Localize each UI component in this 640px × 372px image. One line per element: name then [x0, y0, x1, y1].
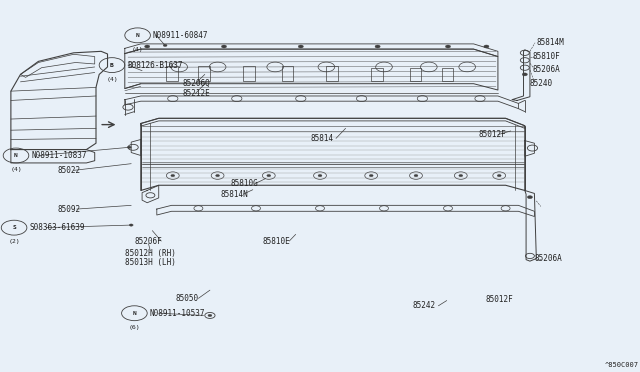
Text: 85810F: 85810F [532, 52, 560, 61]
Circle shape [375, 45, 380, 48]
Text: 85242: 85242 [413, 301, 436, 310]
Text: 85206Q: 85206Q [182, 79, 210, 88]
Text: 85013H (LH): 85013H (LH) [125, 258, 175, 267]
Text: (4): (4) [10, 167, 22, 172]
Text: N08911-10537: N08911-10537 [150, 309, 205, 318]
Circle shape [459, 174, 463, 177]
Text: 85810G: 85810G [230, 179, 258, 188]
Text: 85092: 85092 [58, 205, 81, 214]
Text: S08363-61639: S08363-61639 [29, 223, 85, 232]
Circle shape [171, 174, 175, 177]
Circle shape [221, 45, 227, 48]
Text: N: N [14, 153, 18, 158]
Bar [243, 66, 255, 81]
Text: 85814N: 85814N [221, 190, 248, 199]
Circle shape [298, 45, 303, 48]
Circle shape [208, 314, 212, 317]
Circle shape [163, 44, 167, 46]
Text: 85814: 85814 [310, 134, 333, 143]
Text: 85814M: 85814M [536, 38, 564, 47]
Text: 85050: 85050 [176, 294, 199, 303]
Circle shape [129, 224, 133, 226]
Bar [442, 68, 453, 81]
Circle shape [445, 45, 451, 48]
Bar [326, 66, 338, 81]
Text: N: N [136, 33, 140, 38]
Bar [198, 66, 210, 81]
Text: S: S [12, 225, 16, 230]
Circle shape [414, 174, 418, 177]
Text: (6): (6) [129, 325, 140, 330]
Circle shape [267, 174, 271, 177]
Bar [371, 68, 383, 81]
Text: 85212E: 85212E [182, 89, 210, 98]
Circle shape [484, 45, 489, 48]
Text: N: N [132, 311, 136, 316]
Text: 85240: 85240 [530, 79, 553, 88]
Text: (4): (4) [132, 47, 143, 52]
Text: (4): (4) [106, 77, 118, 82]
Circle shape [369, 174, 373, 177]
Bar [410, 68, 421, 81]
Text: B08126-B1637: B08126-B1637 [127, 61, 183, 70]
Text: 85206A: 85206A [534, 254, 562, 263]
Text: B: B [110, 62, 114, 68]
Text: N08911-10837: N08911-10837 [31, 151, 87, 160]
Circle shape [216, 174, 220, 177]
Text: 85206F: 85206F [134, 237, 162, 246]
Circle shape [318, 174, 322, 177]
Bar [166, 66, 178, 81]
Text: (2): (2) [8, 239, 20, 244]
Text: 85810E: 85810E [262, 237, 290, 246]
Text: 85022: 85022 [58, 166, 81, 175]
Text: 85012F: 85012F [485, 295, 513, 304]
Text: ^850C007: ^850C007 [605, 362, 639, 368]
Circle shape [145, 45, 150, 48]
Bar [282, 66, 293, 81]
Circle shape [522, 73, 527, 76]
Circle shape [497, 174, 501, 177]
Text: 85012F: 85012F [479, 130, 506, 139]
Text: N08911-60847: N08911-60847 [153, 31, 209, 40]
Text: 85012H (RH): 85012H (RH) [125, 249, 175, 258]
Circle shape [527, 196, 532, 199]
Circle shape [127, 146, 131, 148]
Text: 85206A: 85206A [532, 65, 560, 74]
